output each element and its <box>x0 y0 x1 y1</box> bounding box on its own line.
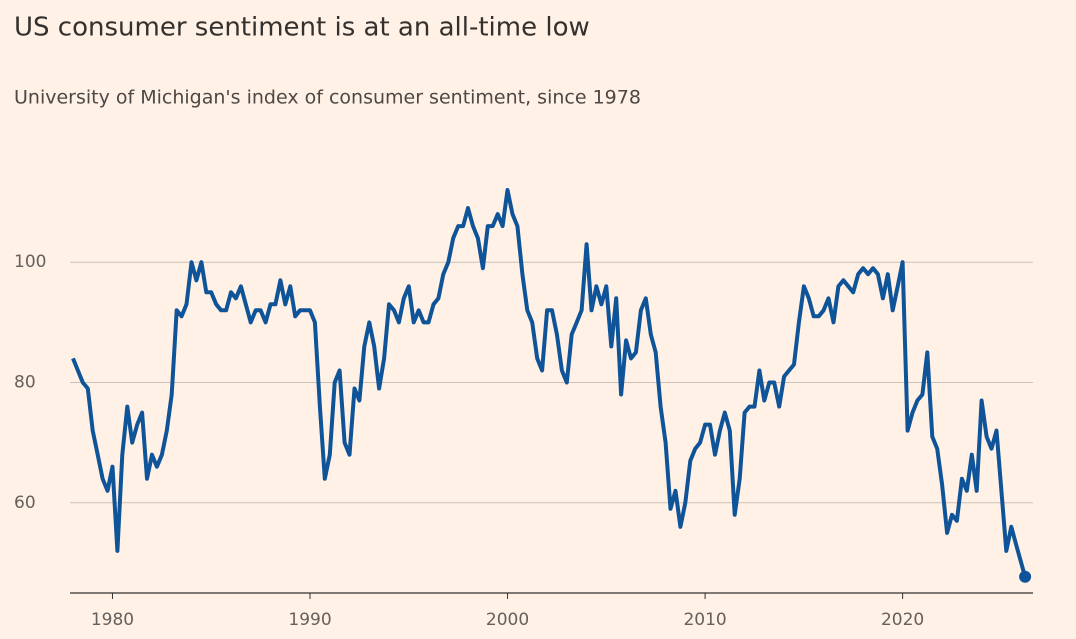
y-tick-label: 80 <box>14 373 36 393</box>
series-line <box>71 188 1028 578</box>
x-tick-label: 1980 <box>91 610 134 630</box>
x-tick-label: 1990 <box>288 610 331 630</box>
end-marker <box>1019 570 1032 583</box>
y-tick-label: 60 <box>14 493 36 513</box>
chart-subtitle: University of Michigan's index of consum… <box>14 87 641 109</box>
chart-title: US consumer sentiment is at an all-time … <box>14 13 590 43</box>
y-tick-label: 100 <box>14 252 46 272</box>
x-tick-label: 2010 <box>683 610 726 630</box>
x-tick-label: 2020 <box>881 610 924 630</box>
x-tick-label: 2000 <box>486 610 529 630</box>
